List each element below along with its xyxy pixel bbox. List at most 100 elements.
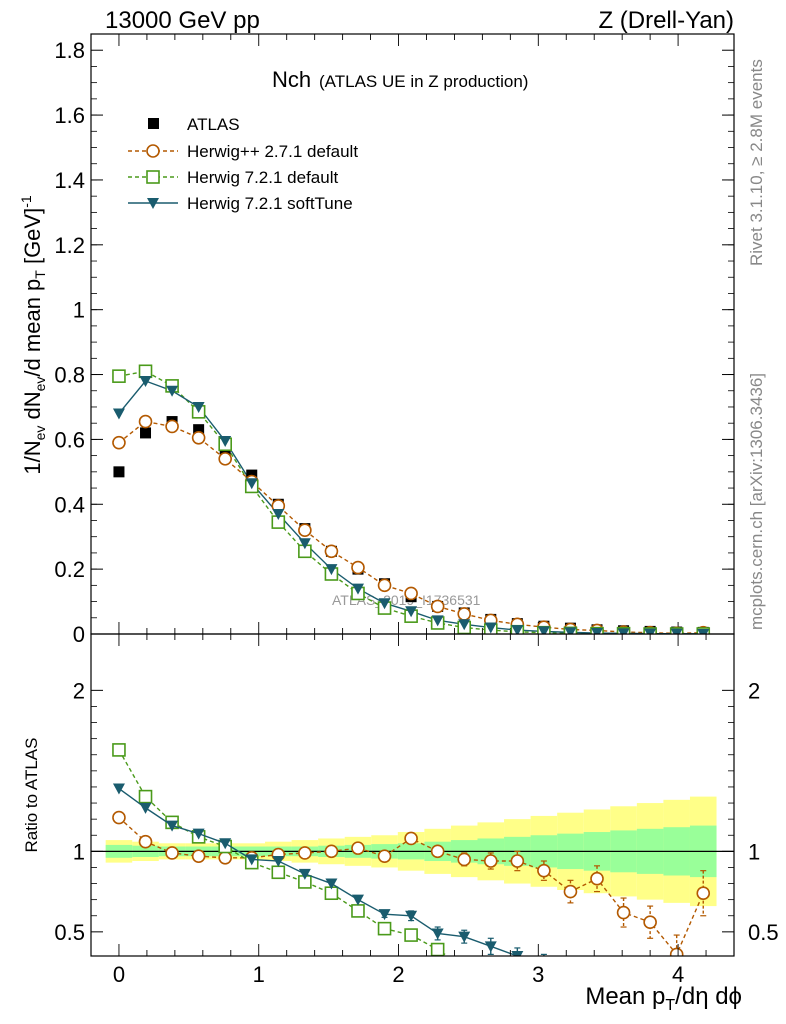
ratio-point — [298, 846, 312, 860]
data-point-mc — [218, 452, 232, 466]
ratio-ylabel: Ratio to ATLAS — [22, 738, 41, 853]
ratio-point — [272, 856, 285, 868]
data-point-mc — [112, 435, 126, 450]
ratio-point — [590, 871, 604, 886]
data-point-atlas — [140, 427, 152, 439]
legend: ATLAS Herwig++ 2.7.1 default Herwig 7.2.… — [128, 115, 358, 213]
data-point-mc — [537, 626, 550, 634]
data-point-mc — [166, 385, 179, 397]
data-point-mc — [697, 629, 710, 634]
ratio-ytick-label-right: 2 — [748, 678, 760, 703]
ratio-xlabel: Mean pT/dη dϕ — [585, 983, 742, 1014]
data-point-mc — [644, 628, 657, 634]
rivet-label: Rivet 3.1.10, ≥ 2.8M events — [747, 59, 766, 266]
ratio-point — [510, 854, 525, 868]
ratio-point — [351, 894, 364, 906]
ratio-xtick-label: 4 — [672, 962, 684, 987]
ratio-point — [431, 928, 444, 940]
ratio-point — [271, 865, 286, 880]
ratio-point — [511, 951, 524, 956]
header-left: 13000 GeV pp — [105, 7, 260, 34]
legend-atlas: ATLAS — [187, 115, 240, 134]
ratio-point — [192, 828, 205, 840]
ratio-point — [430, 844, 445, 859]
ratio-point — [430, 942, 445, 956]
data-point-mc — [192, 401, 205, 413]
data-point-mc — [484, 622, 497, 634]
series-line-main — [118, 420, 704, 634]
ratio-point — [112, 810, 126, 825]
data-point-mc — [112, 369, 126, 383]
ratio-ytick-label: 2 — [73, 678, 85, 703]
ratio-point — [351, 904, 365, 918]
legend-herwig721: Herwig 7.2.1 default — [187, 168, 338, 187]
main-ytick-label: 0.4 — [54, 492, 85, 517]
ratio-point — [564, 965, 576, 976]
data-point-mc — [670, 628, 683, 634]
data-point-mc — [591, 628, 604, 634]
data-point-mc — [219, 436, 232, 448]
data-point-mc — [457, 607, 472, 621]
legend-marker-herwig721 — [146, 170, 160, 184]
ratio-point — [138, 834, 153, 849]
ratio-point — [696, 886, 711, 901]
ratio-ytick-label-right: 0.5 — [748, 920, 779, 945]
data-point-mc — [112, 408, 125, 420]
main-ytick-label: 1.6 — [54, 103, 85, 128]
ratio-point — [616, 905, 631, 920]
data-point-mc — [378, 598, 391, 610]
data-point-mc — [325, 564, 338, 576]
data-point-mc — [351, 583, 364, 595]
data-point-mc — [298, 523, 312, 538]
legend-marker-softtune — [147, 198, 159, 209]
main-ytick-label: 1.4 — [54, 168, 85, 193]
series-line-main — [118, 370, 704, 634]
ratio-point — [138, 789, 153, 804]
ratio-ytick-label-right: 1 — [748, 839, 760, 864]
data-point-mc — [245, 478, 258, 490]
data-point-mc — [165, 419, 179, 434]
ratio-xtick-label: 0 — [113, 962, 125, 987]
ratio-point — [643, 915, 657, 929]
data-point-mc — [405, 606, 418, 618]
ratio-point — [139, 802, 152, 814]
main-ytick-label: 0.6 — [54, 427, 85, 452]
data-point-atlas — [193, 424, 205, 436]
data-point-mc — [298, 538, 311, 550]
data-point-mc — [617, 628, 630, 634]
ratio-ytick-label: 1 — [73, 839, 85, 864]
ratio-point — [324, 844, 339, 859]
ratio-point — [298, 868, 311, 880]
ratio-point — [404, 928, 418, 942]
data-point-mc — [511, 625, 524, 634]
ratio-plot-area — [91, 743, 734, 1002]
legend-marker-herwigpp — [146, 144, 160, 158]
ratio-point — [112, 783, 125, 795]
ratio-xtick-label: 1 — [253, 962, 265, 987]
data-point-mc — [138, 414, 153, 429]
ratio-point — [563, 884, 578, 899]
main-ytick-label: 0.8 — [54, 363, 85, 388]
main-ytick-label: 0 — [73, 622, 85, 647]
main-ytick-label: 0.2 — [54, 557, 85, 582]
data-point-mc — [324, 544, 339, 559]
ratio-point — [112, 743, 126, 757]
ratio-point — [564, 990, 576, 1002]
ratio-point — [377, 921, 392, 936]
ratio-frame — [90, 633, 735, 957]
ratio-xtick-label: 3 — [532, 962, 544, 987]
data-point-mc — [138, 364, 153, 379]
main-ylabel: 1/Nev dNev/d mean pT [GeV]-1 — [18, 195, 48, 475]
main-plot-area — [112, 364, 711, 634]
ratio-point — [191, 849, 206, 863]
data-point-mc — [430, 599, 445, 614]
ratio-point — [166, 820, 179, 832]
ratio-point — [378, 909, 391, 921]
data-point-mc — [351, 560, 365, 575]
mcplots-label: mcplots.cern.ch [arXiv:1306.3436] — [747, 373, 766, 630]
ratio-point — [483, 854, 498, 868]
data-point-mc — [272, 509, 285, 520]
data-point-mc — [458, 619, 471, 631]
main-subtitle: (ATLAS UE in Z production) — [319, 72, 528, 91]
